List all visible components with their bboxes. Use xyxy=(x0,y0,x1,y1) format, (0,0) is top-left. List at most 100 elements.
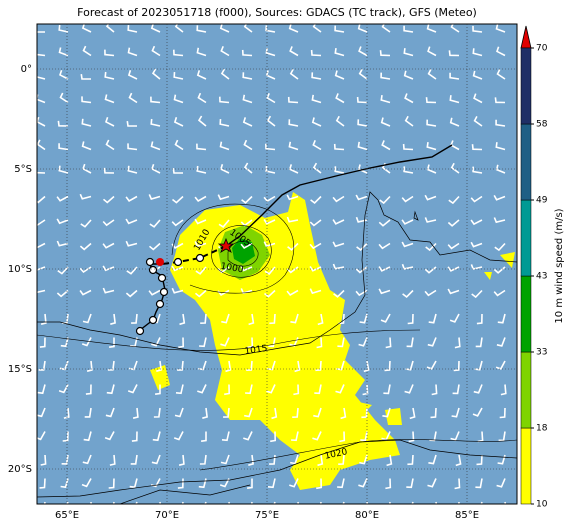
wind-barb xyxy=(82,45,92,57)
wind-barb xyxy=(105,24,115,33)
wind-barb xyxy=(221,313,230,324)
wind-barb xyxy=(380,94,391,104)
wind-barb xyxy=(81,337,92,347)
wind-barb xyxy=(267,478,276,489)
wind-barb xyxy=(81,141,92,151)
wind-barb xyxy=(82,454,92,465)
wind-barb xyxy=(500,384,507,396)
wind-barb xyxy=(195,266,207,275)
wind-barb xyxy=(200,313,207,324)
wind-barb xyxy=(288,141,299,151)
wind-barb xyxy=(40,313,47,325)
wind-barb xyxy=(290,313,299,324)
wind-barb xyxy=(317,313,324,326)
wind-barb xyxy=(60,478,69,489)
wind-barb xyxy=(332,263,345,270)
wind-barb xyxy=(264,266,276,275)
wind-barb xyxy=(125,195,138,202)
wind-barb xyxy=(104,49,115,57)
wind-barb xyxy=(149,219,161,228)
wind-barb xyxy=(288,119,299,127)
wind-barb xyxy=(62,431,69,442)
wind-barb xyxy=(381,140,391,151)
wind-barb xyxy=(37,139,46,151)
wind-barb xyxy=(429,431,437,442)
wind-barb xyxy=(242,94,253,104)
wind-barb xyxy=(58,143,69,151)
wind-barb xyxy=(334,47,345,57)
wind-barb xyxy=(332,219,345,225)
map-frame xyxy=(36,23,518,505)
wind-barb xyxy=(289,68,299,80)
wind-barb xyxy=(475,337,483,348)
wind-barb xyxy=(493,289,506,297)
wind-barb xyxy=(473,116,483,127)
wind-barb xyxy=(105,407,115,418)
wind-barb xyxy=(150,24,161,33)
wind-barb xyxy=(265,143,276,151)
wind-barb xyxy=(358,337,368,347)
wind-barb xyxy=(220,68,230,80)
wind-barb xyxy=(494,242,506,252)
wind-barb xyxy=(58,24,69,33)
wind-barb xyxy=(476,454,483,466)
wind-barb xyxy=(132,407,139,419)
wind-barb xyxy=(37,171,46,174)
wind-barb xyxy=(194,218,207,225)
wind-barb xyxy=(178,454,185,466)
wind-barb xyxy=(407,313,414,325)
wind-barb xyxy=(317,454,324,467)
lat-tick-label: 20°S xyxy=(8,464,32,475)
colorbar-tick-label: 70 xyxy=(536,44,548,54)
wind-barb xyxy=(105,139,115,151)
isobar-label: 1020 xyxy=(324,447,349,462)
wind-barb xyxy=(426,141,437,151)
wind-barb xyxy=(127,384,138,394)
wind-barb xyxy=(401,219,414,225)
wind-barb xyxy=(357,119,368,127)
wind-barb xyxy=(218,219,230,228)
wind-barb xyxy=(102,195,115,204)
wind-barb xyxy=(379,195,391,205)
wind-barb xyxy=(447,266,460,272)
wind-barb xyxy=(270,431,277,443)
tc-track xyxy=(135,144,453,336)
wind-barb xyxy=(196,47,207,57)
wind-barb xyxy=(103,167,115,174)
wind-barb xyxy=(384,360,391,372)
wind-barb xyxy=(380,72,391,80)
wind-barb xyxy=(447,219,460,227)
wind-barb xyxy=(378,242,391,250)
wind-barb xyxy=(333,289,345,298)
wind-barb xyxy=(309,242,322,250)
wind-barb xyxy=(293,384,300,396)
wind-barb xyxy=(37,31,45,33)
wind-barb xyxy=(450,24,460,33)
wind-barb xyxy=(220,337,230,347)
wind-barb xyxy=(102,219,115,227)
wind-barb xyxy=(79,242,92,251)
wind-barb xyxy=(178,337,185,349)
wind-barb xyxy=(449,72,460,80)
wind-barb xyxy=(493,217,506,224)
wind-barb xyxy=(271,407,278,420)
wind-barb xyxy=(197,92,207,104)
wind-barb xyxy=(127,47,138,57)
wind-barb xyxy=(425,97,437,104)
wind-barb xyxy=(402,289,414,298)
wind-barb xyxy=(472,70,483,80)
wind-barb xyxy=(356,96,368,104)
wind-barb xyxy=(499,407,506,419)
wind-barb xyxy=(151,45,161,57)
wind-barb xyxy=(287,242,299,251)
wind-barb xyxy=(402,143,414,151)
wind-barb xyxy=(312,139,322,151)
wind-barb xyxy=(427,337,437,347)
wind-barb xyxy=(37,242,46,249)
wind-barb xyxy=(194,195,207,203)
wind-barb xyxy=(312,431,322,441)
wind-barb xyxy=(263,241,276,248)
lon-tick-label: 75°E xyxy=(255,510,279,521)
wind-barb xyxy=(493,195,506,201)
wind-barb xyxy=(265,166,276,174)
